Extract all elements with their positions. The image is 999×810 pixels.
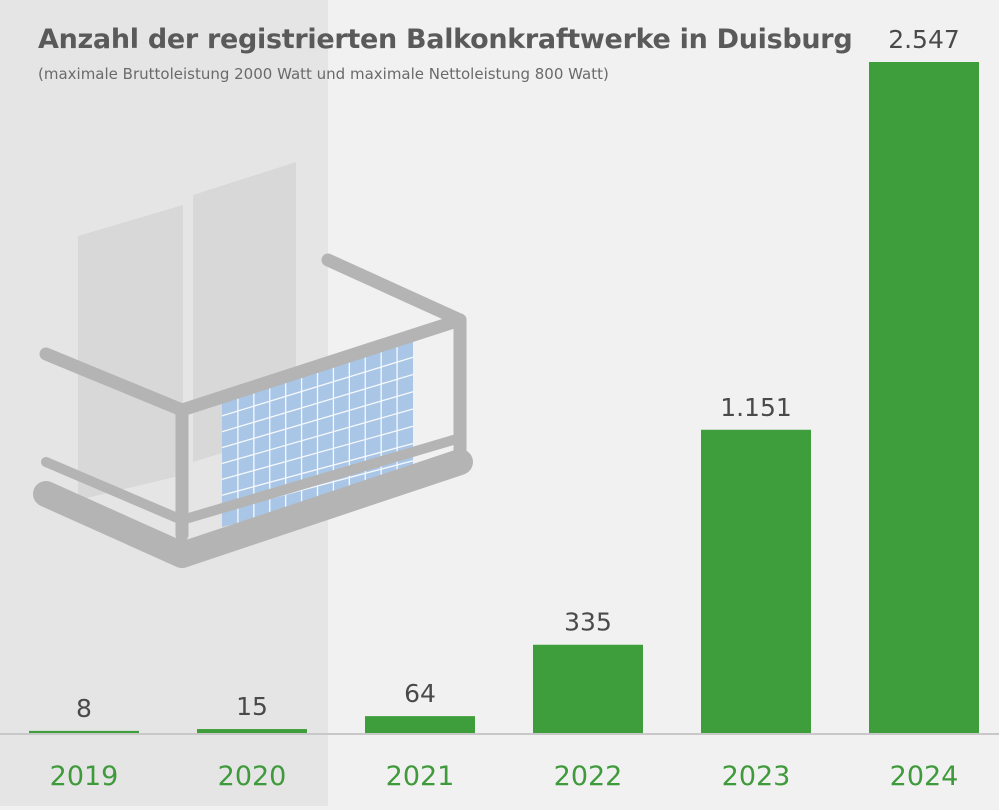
value-label-2021: 64 <box>404 679 436 708</box>
value-label-2019: 8 <box>76 694 92 723</box>
value-labels-group: 8 15 64 335 1.151 2.547 <box>76 25 960 723</box>
balcony-illustration <box>33 162 473 568</box>
bars-group <box>29 62 979 733</box>
x-tick-label-2019: 2019 <box>50 761 119 792</box>
value-label-2023: 1.151 <box>720 393 792 422</box>
bar-2023 <box>701 429 811 733</box>
bar-2020 <box>197 729 307 733</box>
balcony-frame <box>33 253 473 568</box>
chart-subtitle: (maximale Bruttoleistung 2000 Watt und m… <box>38 65 609 83</box>
bar-2024 <box>869 62 979 733</box>
x-tick-label-2021: 2021 <box>386 761 455 792</box>
value-label-2024: 2.547 <box>888 25 960 54</box>
x-tick-label-2023: 2023 <box>722 761 791 792</box>
bar-2019 <box>29 730 139 733</box>
value-label-2022: 335 <box>564 608 612 637</box>
bar-2022 <box>533 644 643 733</box>
x-tick-label-2022: 2022 <box>554 761 623 792</box>
x-tick-labels-group: 2019 2020 2021 2022 2023 2024 <box>50 761 959 792</box>
chart-title: Anzahl der registrierten Balkonkraftwerk… <box>38 24 853 55</box>
x-tick-label-2020: 2020 <box>218 761 287 792</box>
door-pane-left <box>78 205 183 500</box>
value-label-2020: 15 <box>236 692 268 721</box>
bar-2021 <box>365 716 475 733</box>
x-tick-label-2024: 2024 <box>890 761 959 792</box>
